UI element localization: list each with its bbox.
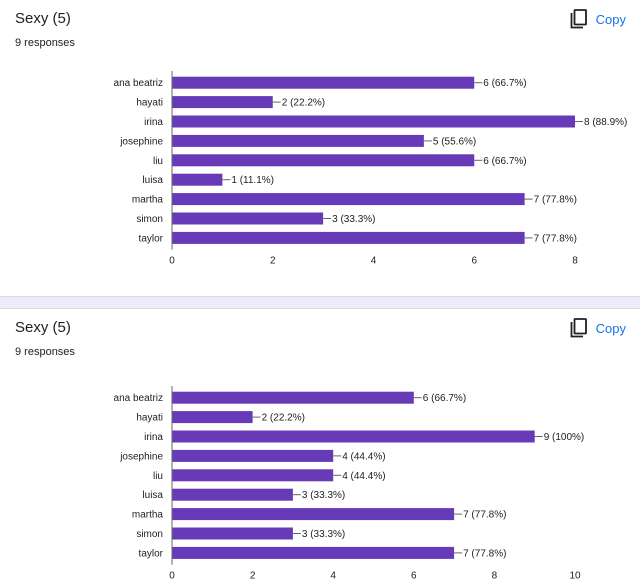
category-label: josephine <box>119 451 163 462</box>
data-label: 2 (22.2%) <box>262 413 305 424</box>
category-label: martha <box>132 195 164 206</box>
category-label: ana beatriz <box>114 78 163 89</box>
bar <box>172 173 223 186</box>
bar <box>172 546 455 559</box>
data-label: 7 (77.8%) <box>463 510 506 521</box>
bar <box>172 430 535 443</box>
data-label: 7 (77.8%) <box>534 195 577 206</box>
category-label: irina <box>144 117 163 128</box>
data-label: 7 (77.8%) <box>463 548 506 559</box>
x-tick-label: 10 <box>569 571 581 582</box>
x-tick-label: 2 <box>250 571 256 582</box>
category-label: martha <box>132 510 164 521</box>
bar <box>172 115 575 128</box>
category-label: luisa <box>142 175 163 186</box>
x-tick-label: 8 <box>492 571 498 582</box>
category-label: luisa <box>142 490 163 501</box>
data-label: 8 (88.9%) <box>584 117 627 128</box>
data-label: 6 (66.7%) <box>423 393 466 404</box>
copy-button[interactable]: Copy <box>570 318 626 338</box>
data-label: 5 (55.6%) <box>433 136 476 147</box>
bar <box>172 527 293 540</box>
copy-icon <box>570 318 587 338</box>
x-tick-label: 2 <box>270 256 276 267</box>
question-title: Sexy (5) <box>15 319 71 336</box>
bar <box>172 231 525 244</box>
bar <box>172 488 293 501</box>
category-label: ana beatriz <box>114 393 163 404</box>
category-label: hayati <box>136 413 163 424</box>
data-label: 2 (22.2%) <box>282 98 325 109</box>
category-label: liu <box>153 471 163 482</box>
bar <box>172 469 334 482</box>
category-label: simon <box>136 529 163 540</box>
copy-button[interactable]: Copy <box>570 9 626 29</box>
bar <box>172 391 414 404</box>
bar <box>172 154 475 167</box>
bar <box>172 193 525 206</box>
category-label: irina <box>144 432 163 443</box>
bar <box>172 449 334 462</box>
category-label: hayati <box>136 98 163 109</box>
bar <box>172 508 455 521</box>
x-tick-label: 0 <box>169 256 175 267</box>
response-count: 9 responses <box>15 346 75 358</box>
data-label: 3 (33.3%) <box>302 529 345 540</box>
chart-card: Sexy (5) 9 responses Copy ana beatriz 6 (… <box>0 309 640 587</box>
category-label: simon <box>136 214 163 225</box>
x-tick-label: 4 <box>330 571 336 582</box>
x-tick-label: 6 <box>471 256 477 267</box>
x-tick-label: 8 <box>572 256 578 267</box>
bar <box>172 96 273 109</box>
bar <box>172 134 424 147</box>
copy-icon <box>570 9 587 29</box>
data-label: 9 (100%) <box>544 432 585 443</box>
chart-card: Sexy (5) 9 responses Copy ana beatriz 6 (… <box>15 9 628 267</box>
x-tick-label: 0 <box>169 571 175 582</box>
bar <box>172 212 324 225</box>
bar <box>172 411 253 424</box>
data-label: 4 (44.4%) <box>342 451 385 462</box>
category-label: josephine <box>119 136 163 147</box>
data-label: 3 (33.3%) <box>302 490 345 501</box>
data-label: 3 (33.3%) <box>332 214 375 225</box>
response-count: 9 responses <box>15 37 75 49</box>
category-label: taylor <box>139 548 164 559</box>
x-tick-label: 6 <box>411 571 417 582</box>
data-label: 4 (44.4%) <box>342 471 385 482</box>
category-label: taylor <box>139 233 164 244</box>
bar <box>172 76 475 89</box>
bar-chart: ana beatriz 6 (66.7%) hayati 2 (22.2%) irina… <box>114 71 627 267</box>
card-separator <box>0 296 640 309</box>
question-title: Sexy (5) <box>15 10 71 27</box>
data-label: 6 (66.7%) <box>483 78 526 89</box>
x-tick-label: 4 <box>371 256 377 267</box>
copy-label: Copy <box>595 11 626 27</box>
data-label: 6 (66.7%) <box>483 156 526 167</box>
data-label: 7 (77.8%) <box>534 233 577 244</box>
data-label: 1 (11.1%) <box>231 175 274 186</box>
category-label: liu <box>153 156 163 167</box>
copy-label: Copy <box>595 320 626 336</box>
bar-chart: ana beatriz 6 (66.7%) hayati 2 (22.2%) irina… <box>114 386 585 582</box>
